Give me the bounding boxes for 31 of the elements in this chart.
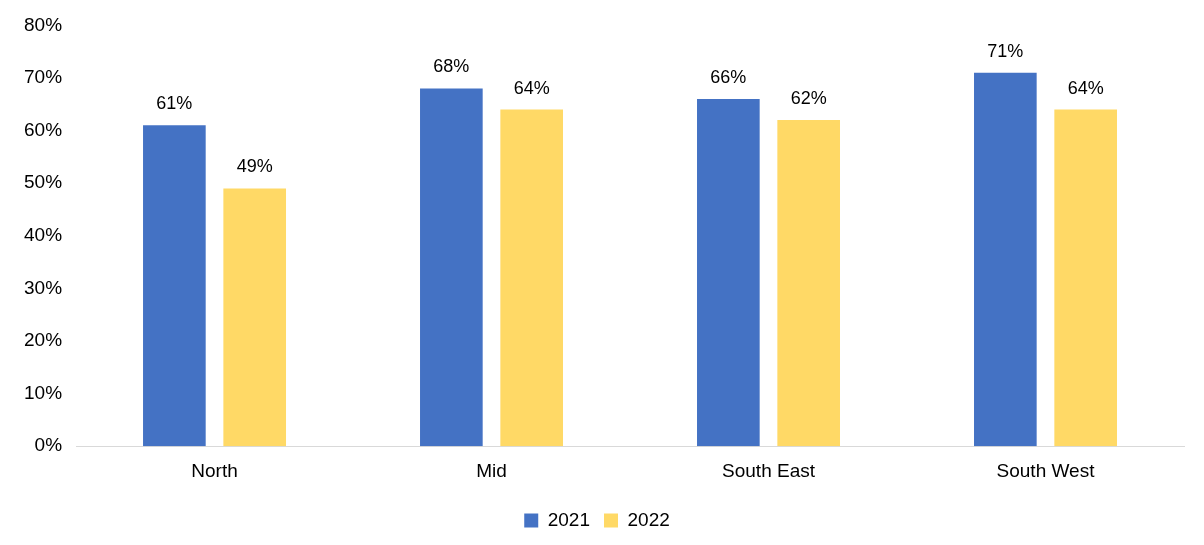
bar <box>777 120 840 447</box>
bar <box>420 88 483 447</box>
data-label: 64% <box>513 77 550 98</box>
data-label: 68% <box>433 56 470 77</box>
bar <box>974 72 1037 447</box>
bar <box>223 188 287 447</box>
x-tick-label: North <box>191 459 238 481</box>
data-label: 66% <box>710 67 747 88</box>
y-tick-label: 50% <box>24 171 63 193</box>
y-tick-label: 70% <box>24 66 63 88</box>
x-tick-label: South West <box>996 459 1096 481</box>
data-label: 64% <box>1067 77 1104 98</box>
y-tick-label: 10% <box>24 381 63 403</box>
bar <box>1054 109 1117 447</box>
bar <box>143 125 206 447</box>
y-tick-label: 40% <box>24 224 63 246</box>
y-tick-label: 20% <box>24 329 63 351</box>
bar <box>697 99 760 447</box>
x-tick-label: South East <box>722 459 816 481</box>
data-label: 71% <box>987 40 1024 61</box>
bar <box>500 109 564 447</box>
data-label: 61% <box>156 93 193 114</box>
y-tick-label: 60% <box>24 118 63 140</box>
y-tick-label: 30% <box>24 276 63 298</box>
legend-label: 2021 <box>547 508 591 530</box>
y-tick-label: 80% <box>24 13 63 35</box>
data-label: 62% <box>790 88 827 109</box>
y-tick-label: 0% <box>34 434 63 456</box>
legend-label: 2022 <box>627 508 670 530</box>
x-tick-label: Mid <box>476 459 507 481</box>
data-label: 49% <box>236 156 273 177</box>
